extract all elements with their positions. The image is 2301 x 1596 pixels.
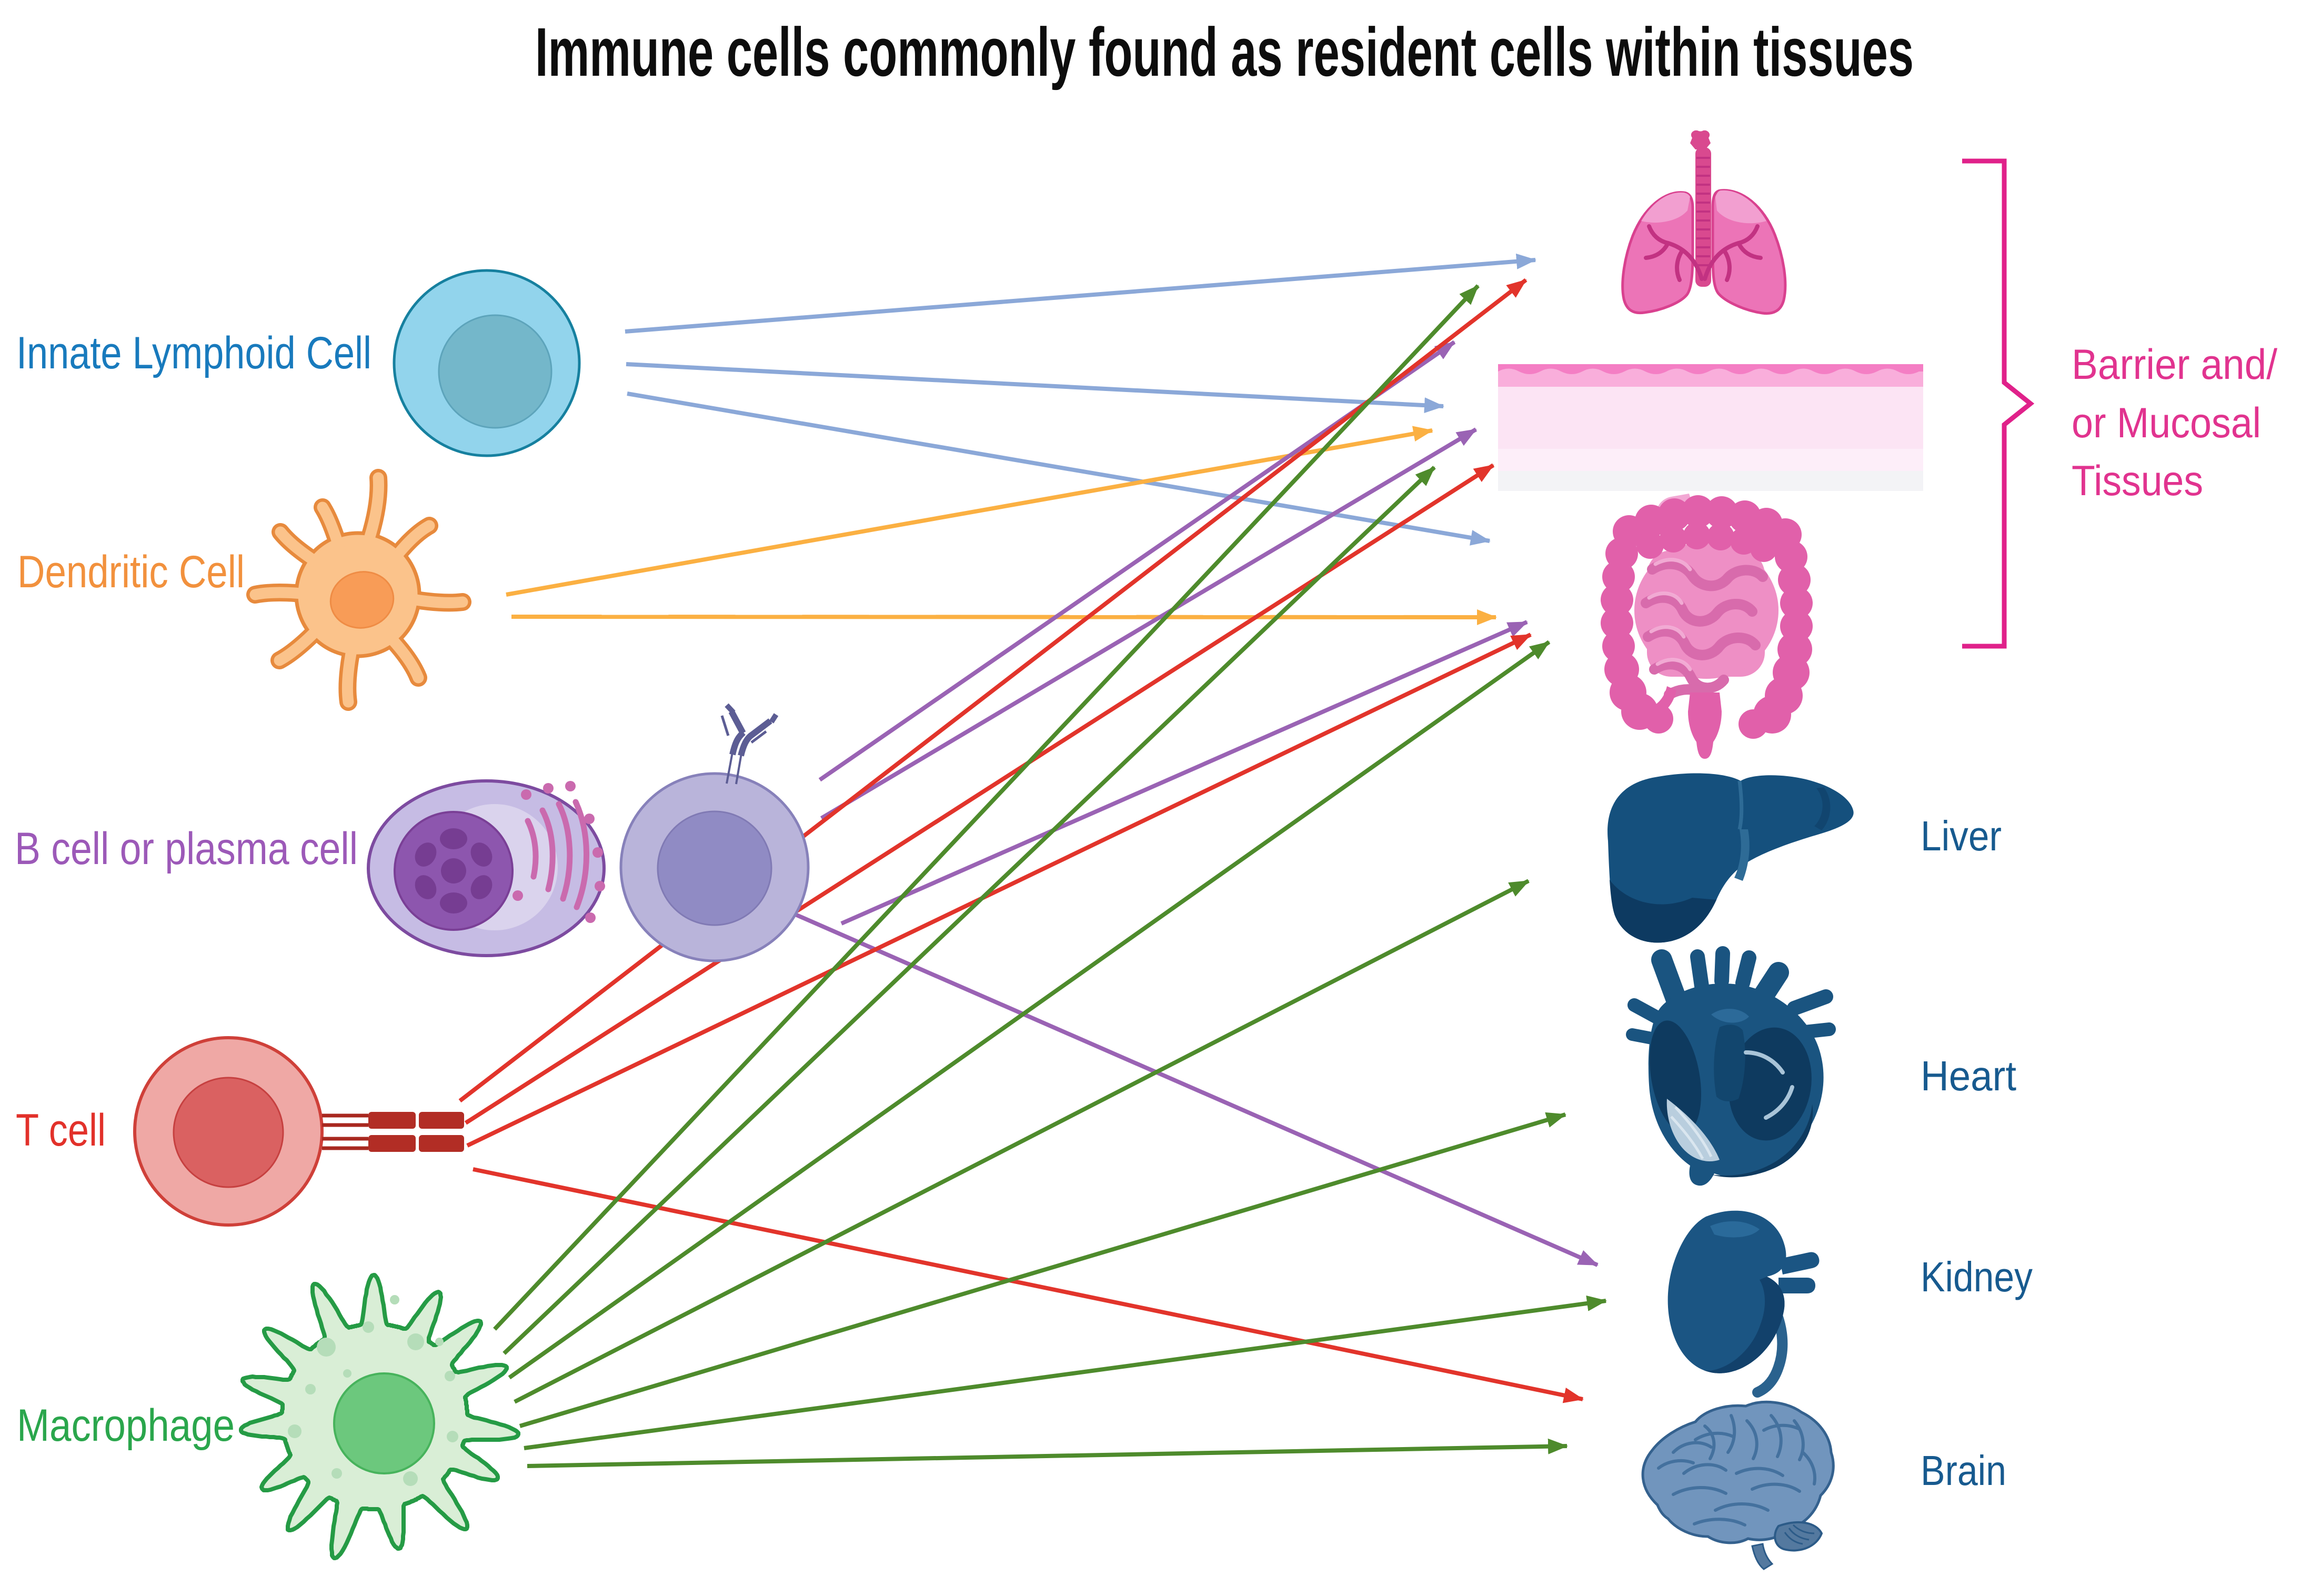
svg-text:Tissues: Tissues: [2072, 457, 2203, 505]
svg-text:Innate Lymphoid Cell: Innate Lymphoid Cell: [16, 328, 371, 378]
svg-text:T cell: T cell: [16, 1105, 106, 1156]
svg-text:or Mucosal: or Mucosal: [2072, 399, 2261, 447]
svg-text:B cell or plasma cell: B cell or plasma cell: [15, 824, 358, 874]
svg-text:Macrophage: Macrophage: [17, 1400, 235, 1451]
svg-text:Brain: Brain: [1921, 1447, 2006, 1494]
svg-text:Kidney: Kidney: [1921, 1253, 2033, 1300]
svg-text:Heart: Heart: [1921, 1052, 2016, 1099]
svg-text:Dendritic Cell: Dendritic Cell: [17, 547, 245, 597]
svg-text:Barrier and/: Barrier and/: [2072, 341, 2277, 388]
svg-text:Immune cells commonly found as: Immune cells commonly found as resident …: [535, 13, 1914, 91]
svg-text:Liver: Liver: [1921, 812, 2002, 859]
